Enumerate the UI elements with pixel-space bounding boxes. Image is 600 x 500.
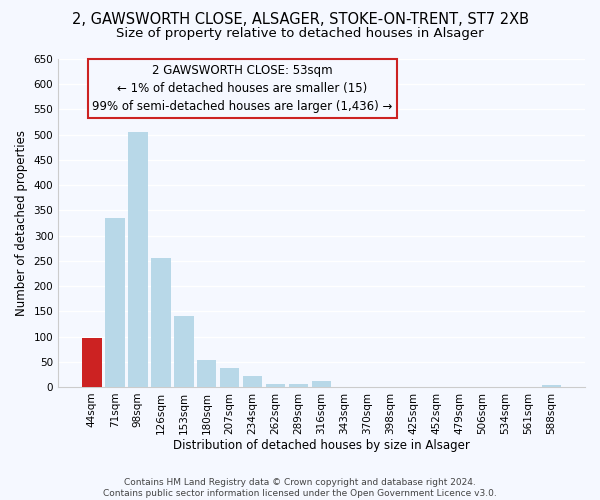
- Text: Size of property relative to detached houses in Alsager: Size of property relative to detached ho…: [116, 28, 484, 40]
- Bar: [82, 338, 101, 387]
- Bar: [542, 386, 561, 387]
- Bar: [128, 132, 148, 387]
- Bar: [289, 384, 308, 387]
- Text: 2 GAWSWORTH CLOSE: 53sqm
← 1% of detached houses are smaller (15)
99% of semi-de: 2 GAWSWORTH CLOSE: 53sqm ← 1% of detache…: [92, 64, 393, 113]
- Y-axis label: Number of detached properties: Number of detached properties: [15, 130, 28, 316]
- Bar: [197, 360, 217, 387]
- Bar: [151, 258, 170, 387]
- Text: Contains HM Land Registry data © Crown copyright and database right 2024.
Contai: Contains HM Land Registry data © Crown c…: [103, 478, 497, 498]
- Bar: [243, 376, 262, 387]
- Text: 2, GAWSWORTH CLOSE, ALSAGER, STOKE-ON-TRENT, ST7 2XB: 2, GAWSWORTH CLOSE, ALSAGER, STOKE-ON-TR…: [71, 12, 529, 28]
- Bar: [174, 316, 194, 387]
- X-axis label: Distribution of detached houses by size in Alsager: Distribution of detached houses by size …: [173, 440, 470, 452]
- Bar: [105, 218, 125, 387]
- Bar: [312, 382, 331, 387]
- Bar: [266, 384, 286, 387]
- Bar: [220, 368, 239, 387]
